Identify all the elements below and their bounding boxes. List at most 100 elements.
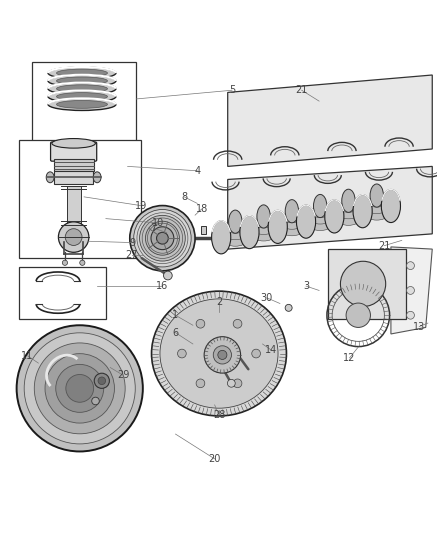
Ellipse shape (48, 98, 116, 110)
Ellipse shape (212, 221, 231, 254)
Circle shape (24, 333, 135, 444)
Ellipse shape (46, 172, 54, 183)
Text: 2: 2 (216, 297, 222, 307)
Circle shape (213, 346, 231, 364)
Ellipse shape (214, 349, 224, 358)
Ellipse shape (285, 200, 299, 223)
Text: 9: 9 (129, 238, 135, 247)
FancyBboxPatch shape (201, 226, 206, 234)
Polygon shape (67, 186, 81, 225)
Circle shape (56, 365, 104, 413)
Ellipse shape (253, 224, 274, 235)
Ellipse shape (93, 172, 101, 183)
Text: 13: 13 (413, 321, 425, 332)
Ellipse shape (160, 299, 278, 408)
Ellipse shape (342, 189, 355, 212)
Circle shape (406, 311, 414, 319)
Ellipse shape (225, 223, 246, 233)
Text: 10: 10 (152, 218, 164, 228)
Circle shape (65, 229, 82, 246)
Ellipse shape (48, 75, 116, 87)
Circle shape (218, 350, 227, 359)
Circle shape (62, 260, 67, 265)
Ellipse shape (57, 69, 107, 77)
Circle shape (227, 379, 235, 387)
Circle shape (130, 206, 195, 271)
Circle shape (98, 377, 106, 385)
Text: 20: 20 (208, 454, 221, 464)
Ellipse shape (57, 77, 107, 85)
Polygon shape (228, 75, 432, 166)
Circle shape (285, 304, 292, 311)
FancyBboxPatch shape (328, 249, 406, 319)
Circle shape (163, 271, 172, 280)
Circle shape (34, 343, 125, 434)
Text: 30: 30 (261, 293, 273, 303)
Text: 5: 5 (229, 85, 235, 95)
Circle shape (406, 287, 414, 294)
Ellipse shape (225, 230, 246, 240)
Circle shape (80, 260, 85, 265)
Ellipse shape (338, 209, 359, 219)
Ellipse shape (366, 210, 387, 220)
FancyBboxPatch shape (53, 159, 94, 171)
FancyBboxPatch shape (19, 140, 141, 258)
Ellipse shape (57, 100, 107, 108)
Ellipse shape (310, 221, 331, 231)
Circle shape (66, 375, 94, 402)
Text: 21: 21 (296, 85, 308, 95)
FancyBboxPatch shape (32, 62, 136, 144)
Circle shape (94, 373, 110, 389)
Ellipse shape (314, 195, 327, 217)
Text: 6: 6 (173, 328, 179, 337)
Circle shape (233, 379, 242, 387)
Circle shape (140, 215, 185, 261)
Circle shape (252, 349, 261, 358)
Circle shape (145, 221, 180, 255)
Ellipse shape (353, 195, 372, 228)
Ellipse shape (48, 67, 116, 79)
Text: 18: 18 (195, 204, 208, 214)
Ellipse shape (225, 236, 246, 246)
Ellipse shape (57, 93, 107, 100)
Text: 16: 16 (156, 281, 169, 291)
Text: 4: 4 (194, 166, 200, 176)
Text: 27: 27 (126, 250, 138, 260)
Circle shape (45, 354, 114, 423)
Ellipse shape (48, 83, 116, 95)
Ellipse shape (57, 85, 107, 93)
Text: 19: 19 (134, 200, 147, 211)
Text: 14: 14 (265, 345, 277, 355)
Ellipse shape (281, 213, 302, 223)
Circle shape (58, 222, 89, 252)
Circle shape (17, 325, 143, 451)
Ellipse shape (209, 345, 229, 362)
Text: 28: 28 (213, 410, 225, 421)
Ellipse shape (370, 184, 384, 207)
Circle shape (196, 319, 205, 328)
Ellipse shape (281, 219, 302, 229)
Ellipse shape (366, 197, 387, 207)
Ellipse shape (297, 205, 316, 238)
Circle shape (196, 379, 205, 387)
Ellipse shape (268, 211, 287, 244)
Ellipse shape (229, 210, 242, 233)
Ellipse shape (253, 218, 274, 228)
Polygon shape (391, 247, 432, 334)
Ellipse shape (152, 291, 286, 416)
Ellipse shape (310, 207, 331, 217)
Text: 8: 8 (181, 192, 187, 202)
Text: 7: 7 (151, 223, 157, 233)
Text: 21: 21 (378, 240, 391, 251)
Circle shape (177, 349, 186, 358)
FancyBboxPatch shape (19, 266, 106, 319)
Ellipse shape (310, 214, 331, 224)
Ellipse shape (325, 200, 344, 233)
Ellipse shape (338, 215, 359, 225)
Ellipse shape (381, 189, 400, 223)
Ellipse shape (253, 231, 274, 241)
FancyBboxPatch shape (50, 142, 97, 161)
Text: 12: 12 (343, 353, 356, 363)
Circle shape (134, 209, 191, 267)
Circle shape (406, 262, 414, 270)
